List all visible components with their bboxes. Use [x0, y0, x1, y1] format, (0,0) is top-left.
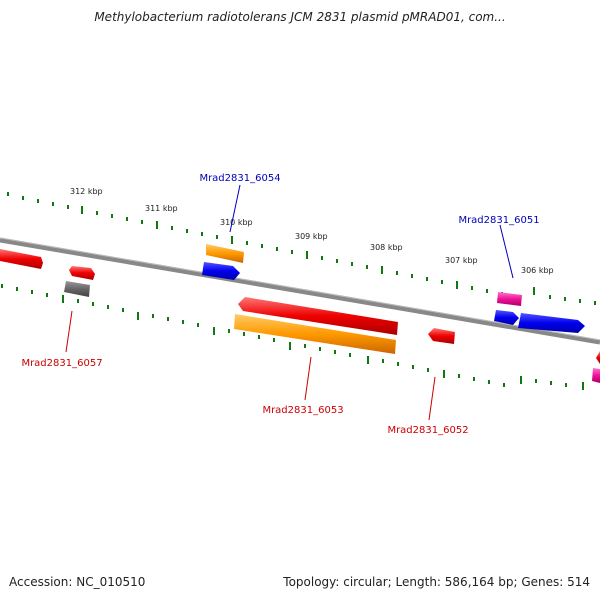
gene-arrow[interactable] — [202, 262, 240, 280]
backbone-track — [0, 237, 600, 345]
gene-arrow[interactable] — [518, 313, 585, 333]
gene-arrow[interactable] — [428, 328, 455, 344]
accession-text: Accession: NC_010510 — [9, 575, 146, 589]
gene-arrow[interactable] — [64, 281, 90, 297]
gene-arrow[interactable] — [497, 292, 522, 306]
genome-stats-text: Topology: circular; Length: 586,164 bp; … — [283, 575, 590, 589]
label-leaders — [65, 184, 514, 421]
gene-labels: Mrad2831_6054 Mrad2831_6051 Mrad2831_605… — [21, 173, 539, 436]
gene-label[interactable]: Mrad2831_6054 — [199, 173, 280, 184]
backbone-highlight — [0, 237, 600, 341]
gene-arrow[interactable] — [596, 351, 600, 364]
gene-arrow[interactable] — [69, 266, 95, 280]
gene-arrow[interactable] — [494, 310, 519, 325]
kbp-label: 312 kbp — [70, 187, 103, 196]
genes-reverse — [64, 281, 600, 383]
gene-arrow[interactable] — [592, 368, 600, 383]
gene-label[interactable]: Mrad2831_6051 — [458, 215, 539, 226]
gene-arrow[interactable] — [234, 314, 396, 354]
gene-label[interactable]: Mrad2831_6052 — [387, 425, 468, 436]
kbp-label: 307 kbp — [445, 256, 478, 265]
ruler-bottom — [1, 284, 584, 390]
map-title: Methylobacterium radiotolerans JCM 2831 … — [94, 10, 506, 24]
kbp-label: 310 kbp — [220, 218, 253, 227]
kbp-label: 308 kbp — [370, 243, 403, 252]
gene-label[interactable]: Mrad2831_6053 — [262, 405, 343, 416]
ruler-top — [7, 192, 596, 305]
ruler-labels: 312 kbp 311 kbp 310 kbp 309 kbp 308 kbp … — [70, 187, 554, 275]
kbp-label: 309 kbp — [295, 232, 328, 241]
genes-forward — [0, 244, 585, 333]
kbp-label: 311 kbp — [145, 204, 178, 213]
gene-arrow[interactable] — [0, 249, 43, 269]
gene-label[interactable]: Mrad2831_6057 — [21, 358, 102, 369]
gene-arrow[interactable] — [206, 244, 244, 263]
gene-arrow[interactable] — [238, 297, 398, 335]
kbp-label: 306 kbp — [521, 266, 554, 275]
